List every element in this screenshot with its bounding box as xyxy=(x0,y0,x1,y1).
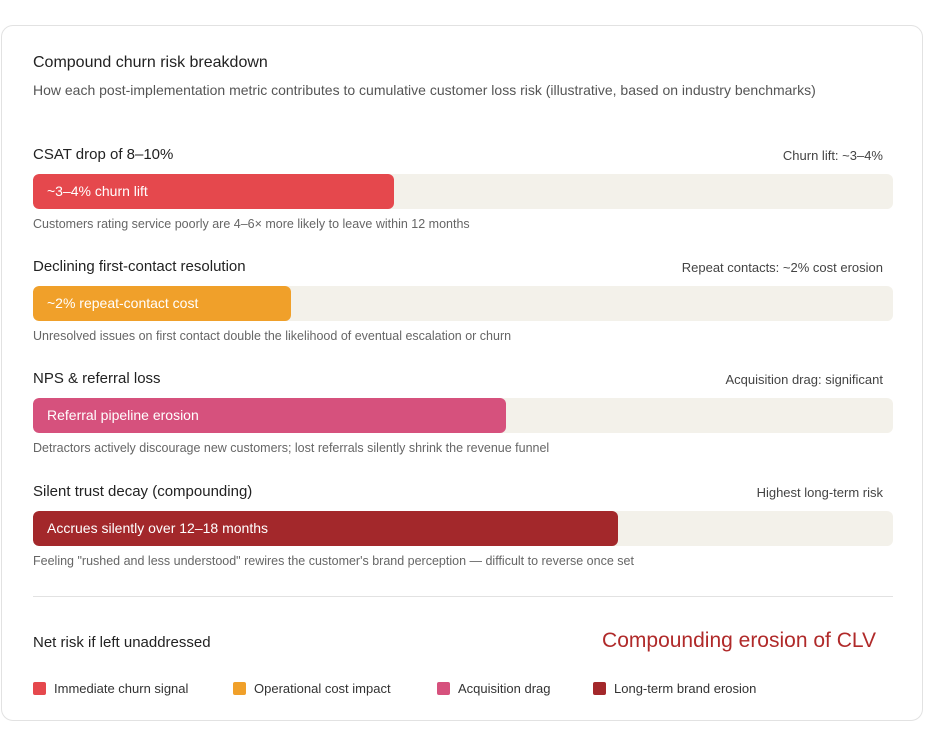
row-detail: Highest long-term risk xyxy=(756,485,883,500)
legend-swatch xyxy=(233,682,246,695)
legend-item: Operational cost impact xyxy=(233,681,391,696)
row-detail: Repeat contacts: ~2% cost erosion xyxy=(681,260,883,275)
legend-swatch xyxy=(593,682,606,695)
bar-fill: ~3–4% churn lift xyxy=(33,174,395,209)
legend-item: Acquisition drag xyxy=(437,681,551,696)
bar-track: ~2% repeat-contact cost xyxy=(33,286,893,321)
title: Compound churn risk breakdown xyxy=(33,54,268,71)
row-label: Declining first-contact resolution xyxy=(33,258,246,275)
bar-fill: ~2% repeat-contact cost xyxy=(33,286,291,321)
summary-label: Net risk if left unaddressed xyxy=(33,634,211,651)
legend-label: Immediate churn signal xyxy=(54,681,189,696)
summary-value: Compounding erosion of CLV xyxy=(602,629,876,652)
row-label: Silent trust decay (compounding) xyxy=(33,483,253,500)
bar-track: ~3–4% churn lift xyxy=(33,174,893,209)
row-label: NPS & referral loss xyxy=(33,370,161,387)
row-detail: Acquisition drag: significant xyxy=(725,372,883,387)
legend-label: Operational cost impact xyxy=(254,681,391,696)
legend-item: Immediate churn signal xyxy=(33,681,188,696)
legend-swatch xyxy=(33,682,46,695)
row-note: Customers rating service poorly are 4–6×… xyxy=(33,217,470,231)
legend-item: Long-term brand erosion xyxy=(593,681,756,696)
bar-fill: Referral pipeline erosion xyxy=(33,398,506,433)
bar-track: Accrues silently over 12–18 months xyxy=(33,511,893,546)
subtitle: How each post-implementation metric cont… xyxy=(33,82,816,98)
bar-track: Referral pipeline erosion xyxy=(33,398,893,433)
row-detail: Churn lift: ~3–4% xyxy=(782,148,883,163)
legend-swatch xyxy=(437,682,450,695)
row-note: Unresolved issues on first contact doubl… xyxy=(33,329,512,343)
row-label: CSAT drop of 8–10% xyxy=(33,146,174,163)
bar-fill: Accrues silently over 12–18 months xyxy=(33,511,618,546)
legend-label: Long-term brand erosion xyxy=(614,681,757,696)
row-note: Detractors actively discourage new custo… xyxy=(33,441,550,455)
card xyxy=(1,25,923,721)
separator xyxy=(33,596,893,597)
legend-label: Acquisition drag xyxy=(458,681,551,696)
row-note: Feeling "rushed and less understood" rew… xyxy=(33,554,634,568)
